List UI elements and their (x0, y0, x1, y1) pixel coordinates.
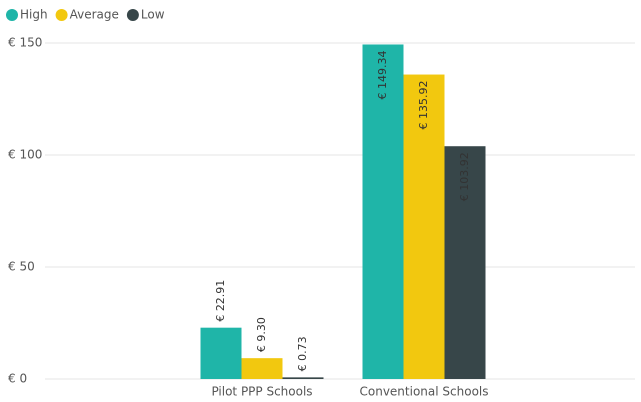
value-label: € 0.73 (296, 336, 309, 371)
bar (444, 146, 486, 379)
value-label: € 135.92 (417, 81, 430, 130)
legend-item: Low (126, 8, 165, 22)
bar (282, 377, 324, 379)
bar (241, 358, 283, 379)
value-label: € 22.91 (214, 280, 227, 322)
value-label: € 149.34 (376, 50, 389, 99)
value-label: € 9.30 (255, 317, 268, 352)
y-tick-label: € 0 (8, 372, 27, 386)
legend-swatch (6, 9, 18, 21)
legend-swatch (55, 9, 68, 21)
y-tick-label: € 100 (8, 148, 42, 162)
legend-item: High (6, 8, 48, 22)
x-tick-label: Pilot PPP Schools (211, 385, 312, 399)
legend-item: Average (55, 8, 119, 22)
x-tick-label: Conventional Schools (360, 385, 489, 399)
y-tick-label: € 150 (8, 36, 42, 50)
legend-label: Average (70, 8, 119, 22)
bar (362, 44, 404, 380)
legend-swatch (126, 9, 139, 21)
bar (200, 327, 242, 379)
legend-label: High (20, 8, 48, 22)
bar (403, 74, 445, 380)
y-tick-label: € 50 (8, 260, 35, 274)
legend-label: Low (141, 8, 165, 22)
value-label: € 103.92 (458, 152, 471, 201)
